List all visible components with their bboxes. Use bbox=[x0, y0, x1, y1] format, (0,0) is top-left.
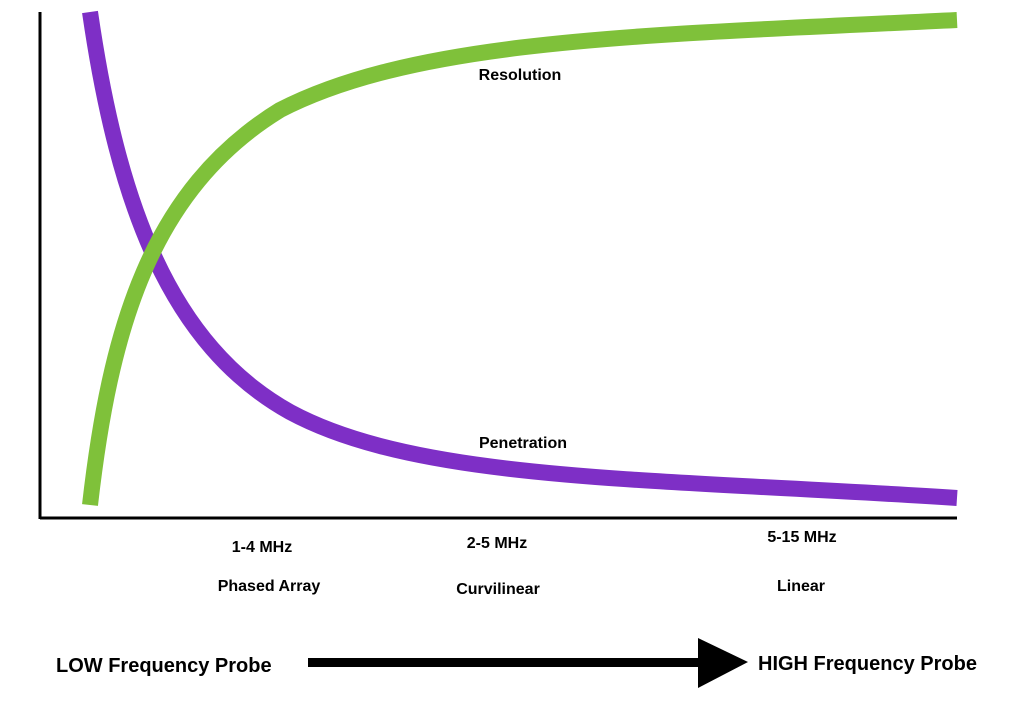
probe-label-phased-array: Phased Array bbox=[218, 578, 321, 595]
arrow-shaft bbox=[308, 658, 704, 667]
arrow-head bbox=[698, 638, 748, 688]
penetration-curve bbox=[82, 10, 958, 506]
resolution-label: Resolution bbox=[479, 67, 562, 84]
resolution-curve bbox=[82, 12, 958, 506]
high-frequency-probe-label: HIGH Frequency Probe bbox=[758, 653, 977, 675]
probe-label-curvilinear: Curvilinear bbox=[456, 581, 540, 598]
tick-label-1-4-mhz: 1-4 MHz bbox=[232, 539, 292, 556]
penetration-label: Penetration bbox=[479, 435, 567, 452]
low-frequency-probe-label: LOW Frequency Probe bbox=[56, 655, 272, 677]
probe-label-linear: Linear bbox=[777, 578, 825, 595]
tick-label-5-15-mhz: 5-15 MHz bbox=[767, 529, 836, 546]
tick-label-2-5-mhz: 2-5 MHz bbox=[467, 535, 527, 552]
